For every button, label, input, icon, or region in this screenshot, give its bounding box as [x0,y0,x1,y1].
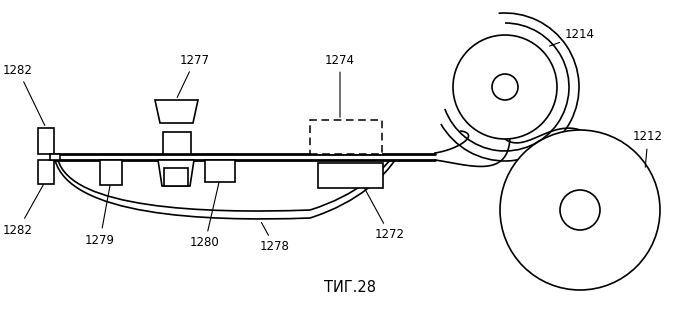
Circle shape [453,35,557,139]
Text: 1274: 1274 [325,54,355,117]
Bar [164,168,188,186]
Text: 1214: 1214 [549,28,595,46]
Bar [38,128,54,154]
Polygon shape [158,160,194,186]
Text: 1272: 1272 [361,182,405,242]
Text: 1280: 1280 [190,181,220,249]
Text: 1282: 1282 [3,64,45,125]
Text: ΤИГ.28: ΤИГ.28 [324,279,376,295]
Text: 1282: 1282 [3,182,45,237]
Text: 1212: 1212 [633,130,663,167]
Circle shape [500,130,660,290]
Text: 1278: 1278 [260,222,290,254]
Bar [100,160,122,185]
Bar [310,120,382,154]
Bar [50,154,60,160]
Bar [163,132,191,154]
Circle shape [492,74,518,100]
Bar [318,163,383,188]
Circle shape [560,190,600,230]
Text: 1277: 1277 [177,54,210,97]
Bar [205,160,235,182]
Bar [38,160,54,184]
Text: 1279: 1279 [85,183,115,247]
Polygon shape [155,100,198,123]
